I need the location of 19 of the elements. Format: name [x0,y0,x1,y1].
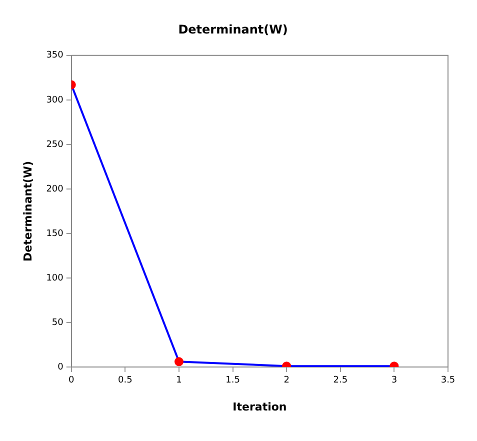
x-tick-label: 2 [284,376,290,386]
x-tick-label: 1 [176,376,182,386]
chart-title: Determinant(W) [178,22,288,36]
y-tick-label: 50 [52,318,64,328]
x-tick-label: 1.5 [226,376,240,386]
x-axis-title: Iteration [232,400,287,414]
y-tick-label: 150 [46,228,64,239]
y-tick-label: 250 [46,140,64,150]
y-tick-label: 350 [46,50,64,61]
y-tick-label: 200 [46,184,64,194]
y-tick-label: 100 [46,273,64,284]
y-tick-label: 0 [58,362,64,372]
x-tick-label: 0 [68,376,75,386]
x-tick-label: 0.5 [118,376,132,386]
x-tick-label: 2.5 [333,376,348,386]
y-tick-label: 300 [46,95,64,106]
y-axis-title: Determinant(W) [21,160,34,262]
x-tick-label: 3.5 [440,376,456,386]
x-tick-label: 3 [391,376,398,386]
